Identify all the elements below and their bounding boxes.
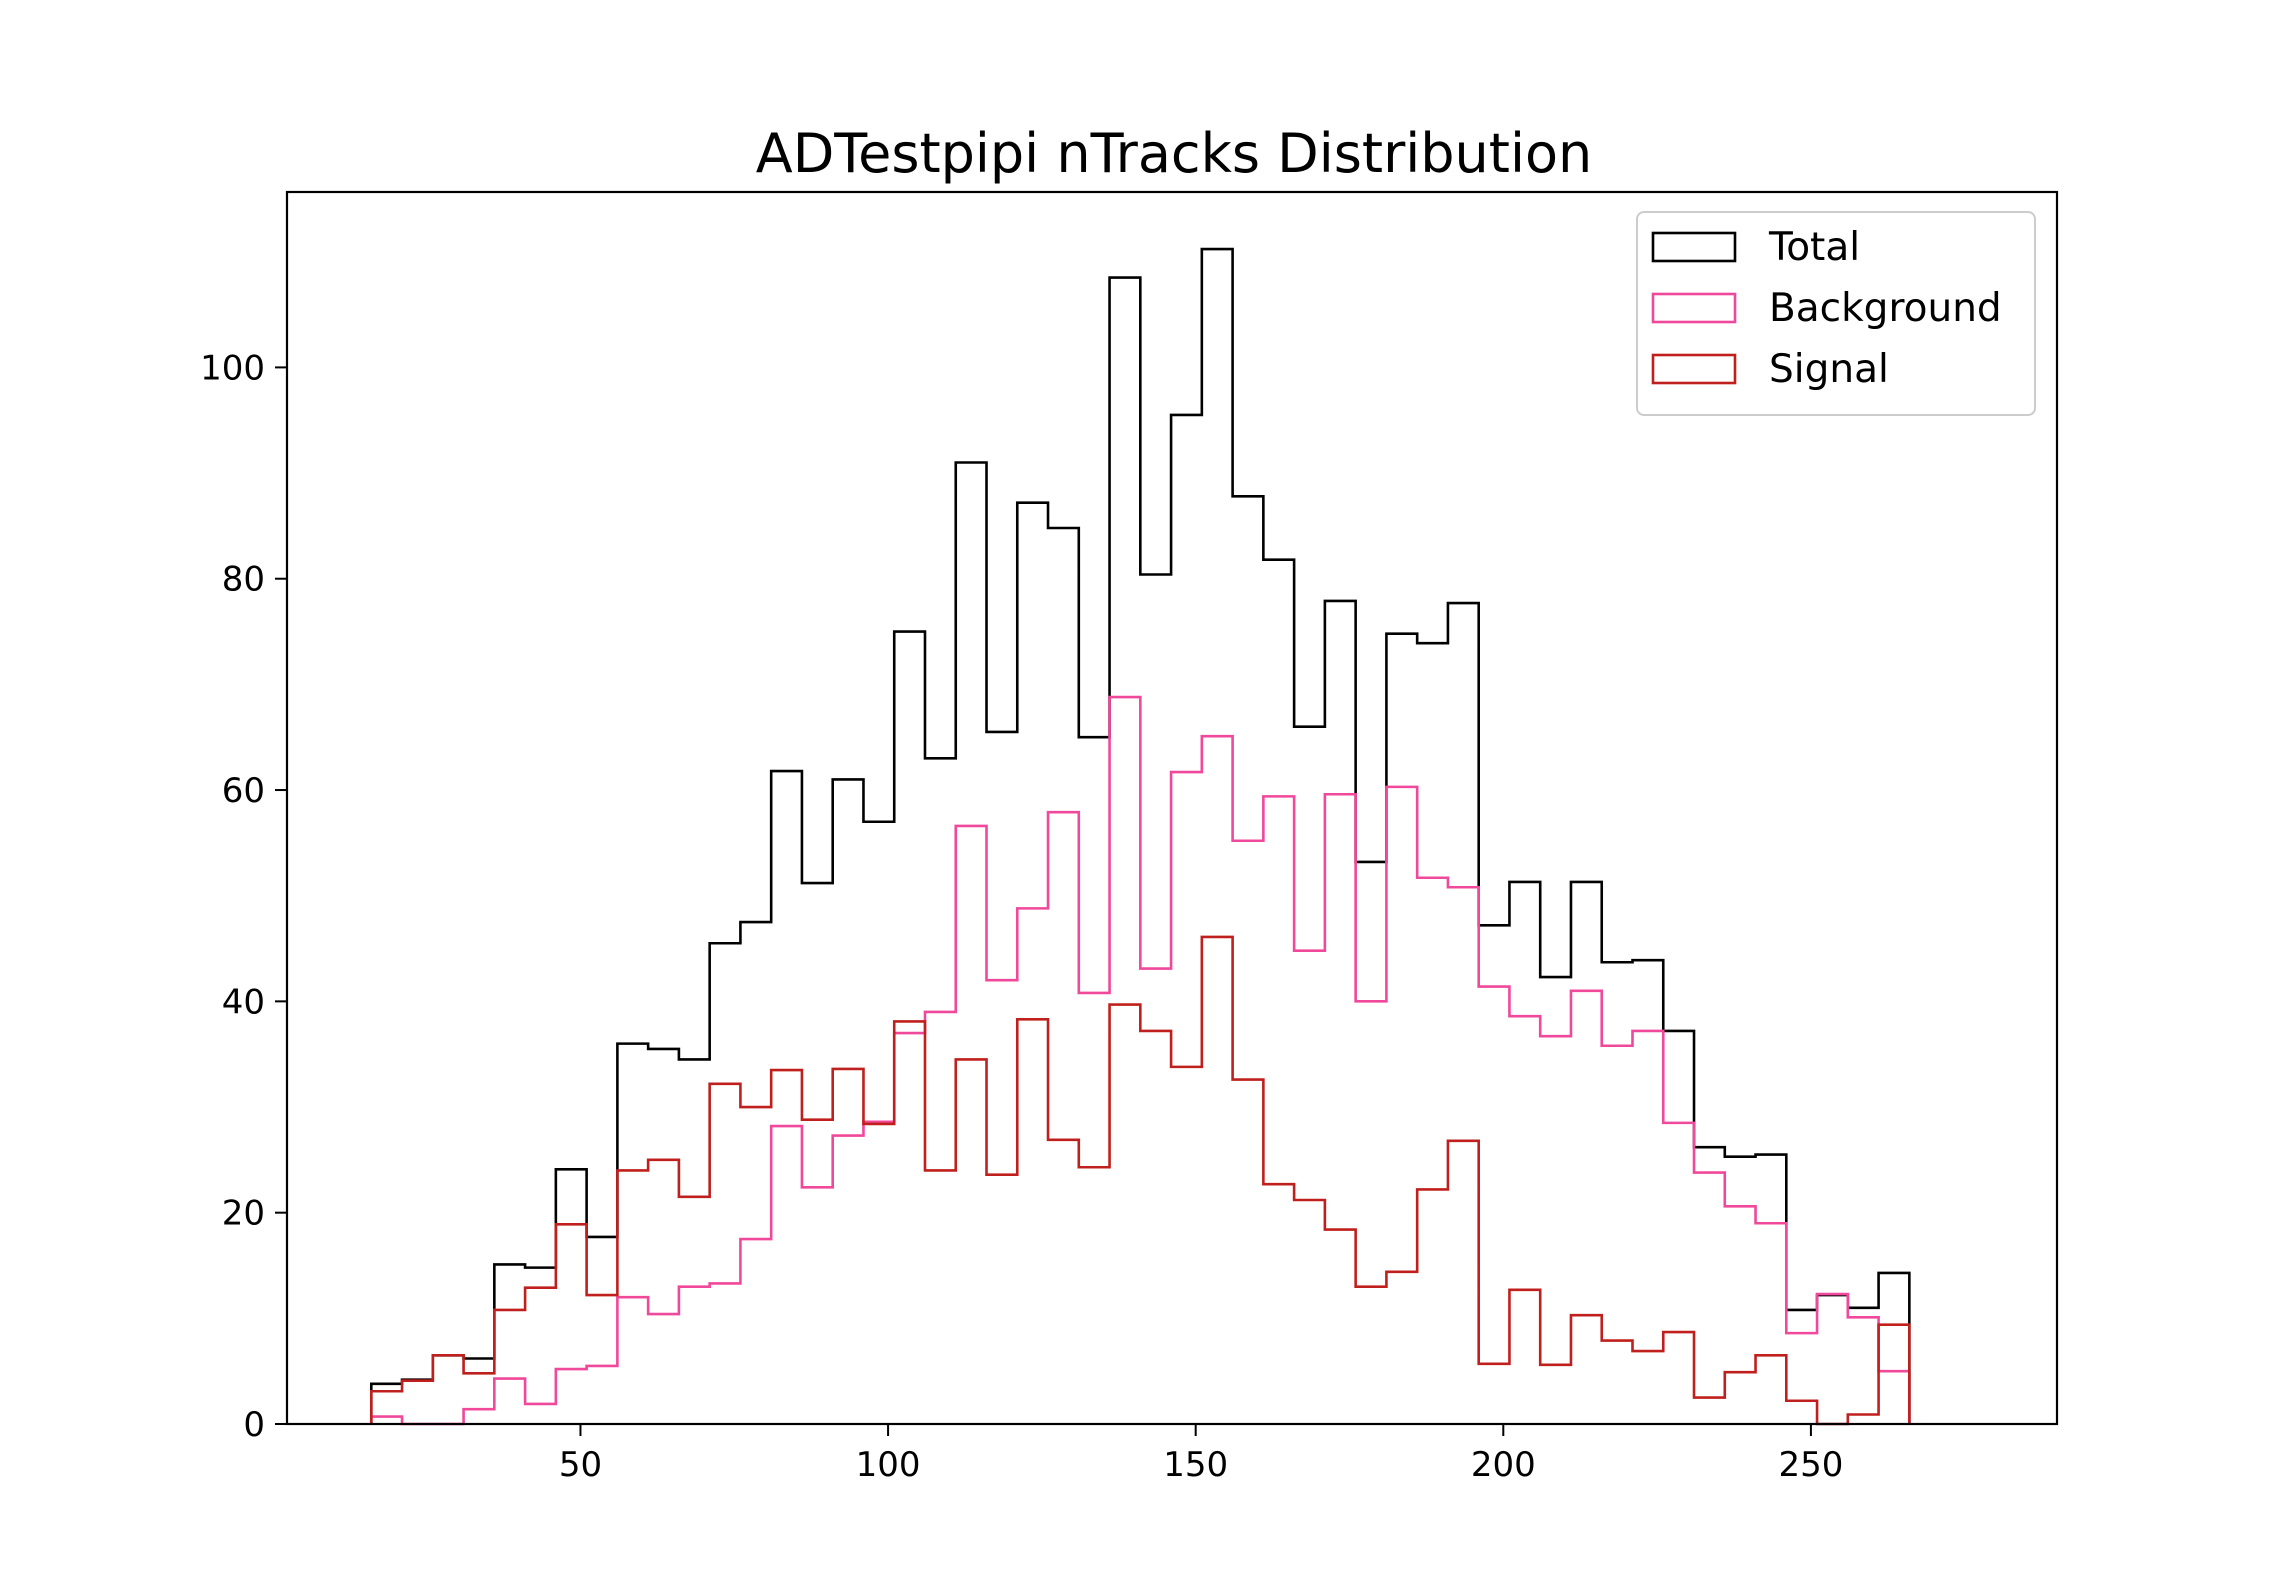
x-tick-label: 50: [559, 1445, 602, 1485]
legend-label-total: Total: [1768, 225, 1860, 270]
legend-swatch-signal: [1651, 353, 1737, 385]
series-line-background: [369, 695, 1911, 1426]
y-tick-label: 0: [243, 1405, 265, 1445]
legend-swatch-background: [1651, 292, 1737, 324]
y-tick-label: 20: [222, 1194, 265, 1234]
chart-title: ADTestpipi nTracks Distribution: [756, 122, 1592, 185]
series-line-signal: [369, 935, 1911, 1426]
y-tick-label: 40: [222, 982, 265, 1022]
legend-swatch-total: [1651, 231, 1737, 263]
legend-label-background: Background: [1769, 286, 2002, 331]
y-tick-label: 100: [200, 348, 265, 388]
series-layer: [369, 247, 1911, 1426]
plot-frame: [285, 190, 2059, 1426]
x-tick-label: 150: [1163, 1445, 1228, 1485]
series-line-total: [369, 247, 1911, 1424]
legend-frame: [1636, 211, 2036, 416]
y-tick-label: 80: [222, 560, 265, 600]
x-tick-label: 250: [1778, 1445, 1843, 1485]
legend: Total Background Signal: [1636, 211, 2036, 416]
x-axis-ticks: 50 100 150 200 250: [559, 1424, 1843, 1485]
y-tick-label: 60: [222, 771, 265, 811]
y-axis-ticks: 0 20 40 60 80 100: [200, 348, 287, 1445]
x-tick-label: 200: [1471, 1445, 1536, 1485]
legend-label-signal: Signal: [1769, 347, 1889, 392]
x-tick-label: 100: [856, 1445, 921, 1485]
